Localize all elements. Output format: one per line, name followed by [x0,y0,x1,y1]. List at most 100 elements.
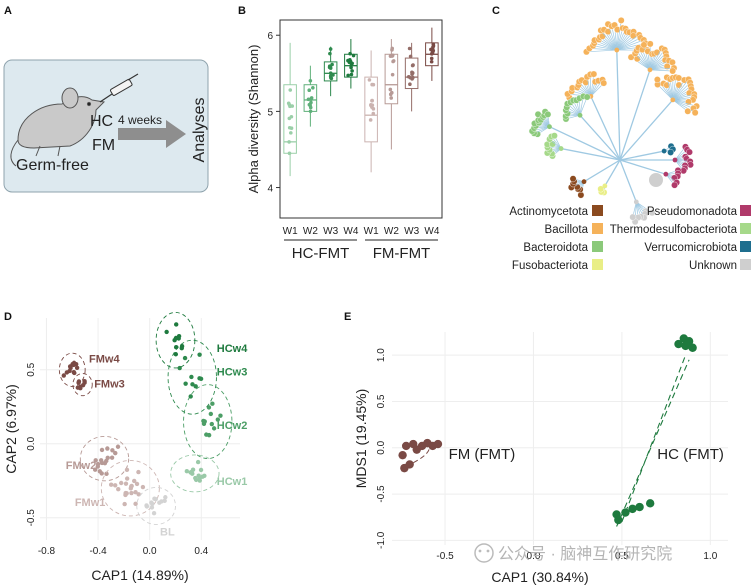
tree-leaf-node [663,63,671,70]
panel-e-scatter: -0.5 0.0 0.5 1.0 -1.0 -0.5 0.0 0.5 1.0 CAP1 (30.8… [353,332,728,585]
tree-leaf-branch [600,30,618,51]
data-point-hcw1 [188,470,193,475]
tree-branch [579,114,621,161]
data-point [388,92,393,97]
tree-branch [549,126,621,161]
data-point-fmw2 [104,471,109,477]
data-point [306,97,311,102]
data-point-fmw2 [99,447,105,453]
panel-a: HC FM 4 weeks Analyses Germ-free [3,59,209,193]
x-tick-label: W3 [404,226,419,237]
tree-node [558,146,564,151]
y-tick-label: 0.0 [26,436,37,450]
cluster-label-fmw2: FMw2 [66,460,97,472]
data-point-hcw2 [201,421,207,426]
cluster-ellipse-hcw2 [183,384,233,460]
tree-node [614,47,620,53]
x-tick-label: 0.0 [527,551,541,562]
tree-leaf-branch [589,74,592,97]
data-point-hcw2 [208,411,214,417]
panel-c-legend: Actinomycetota Bacillota Bacteroidota Fusob… [509,205,751,272]
y-tick-label: 0.0 [376,440,387,454]
y-tick-label: -0.5 [376,485,387,503]
x-tick-label: 0.5 [615,551,629,562]
tree-leaf-node [544,110,552,118]
x-tick-label: -0.8 [38,546,56,557]
data-point [429,56,434,61]
tree-branch [619,159,667,175]
tree-node [647,67,653,73]
data-point-hcw3 [183,381,188,386]
cluster-label-fmw4: FMw4 [89,353,120,365]
data-point-hcw1 [195,459,201,465]
data-point [408,54,413,59]
data-point-fmw3 [76,380,81,385]
x-axis-label: CAP1 (30.84%) [491,569,588,585]
group-label-hc: HC-FMT [292,245,349,262]
data-point [331,73,335,77]
x-tick-label: W4 [424,226,439,237]
wechat-icon [474,543,494,563]
data-point-fm [400,463,409,473]
tree-branch [604,159,621,187]
tree-leaf-branch [672,99,694,109]
data-point [329,75,333,80]
y-tick-label: 0.5 [26,362,37,376]
tree-leaf-branch [616,29,618,51]
data-point [346,73,350,78]
data-point-bl [144,504,150,509]
data-point-fmw1 [129,490,134,496]
data-point [328,47,333,51]
cluster-label-bl: BL [160,527,175,539]
tree-leaf-branch [643,44,651,70]
data-point-fmw1 [134,481,140,487]
data-point-hc [635,502,644,512]
data-point [289,131,293,135]
tree-leaf-branch [657,79,674,101]
hc-group-label: HC (FMT) [657,446,724,463]
y-axis-label: Alpha diversity (Shannon) [246,45,261,194]
analyses-label: Analyses [191,98,208,163]
data-point-fmw4 [61,373,66,378]
legend-swatch-fusobacteriota [592,259,603,270]
data-point [390,53,395,58]
data-point [429,59,434,64]
data-point-fmw1 [124,467,130,473]
data-point [290,104,295,108]
data-point-fmw1 [118,480,124,486]
hc-ellipse [616,354,690,527]
data-point [370,98,374,103]
data-point [348,51,352,56]
data-point [369,103,373,108]
data-point [371,82,376,87]
panel-b-boxplot: 4 5 6 Alpha diversity (Shannon) W1 W2 W3 W4 W1 W2… [246,19,443,262]
tree-leaf-branch [616,31,628,51]
y-tick-label: 0.5 [376,394,387,408]
data-point-hcw3 [182,355,188,361]
data-point-fmw2 [110,448,115,453]
legend-label-bacillota: Bacillota [545,224,589,236]
legend-label-bacteroidota: Bacteroidota [523,242,588,254]
cluster-ellipse-hcw4 [155,312,196,369]
tree-leaf-branch [657,84,674,101]
data-point [430,50,435,55]
data-point [351,53,356,58]
x-tick-label: W2 [303,226,318,237]
panel-d-scatter: -0.8 -0.4 0.0 0.4 -0.5 0.0 0.5 CAP1 (14.89%) CAP… [3,312,248,583]
data-point-fmw3 [80,382,86,388]
data-point-bl [153,496,158,502]
data-point-fm [433,439,443,449]
tree-leaf-branch [649,67,674,71]
tree-leaf-branch [590,74,595,97]
legend-label-verrucomicrobiota: Verrucomicrobiota [644,242,737,254]
data-point-fmw1 [132,478,137,484]
data-point-fmw2 [109,455,115,460]
data-point-fmw1 [136,492,141,497]
tree-leaf-branch [616,39,644,51]
data-point-fmw2 [95,461,101,467]
x-tick-label: -0.4 [89,546,107,557]
tree-leaf-branch [598,39,617,51]
data-point [407,46,412,51]
germ-free-label: Germ-free [16,157,89,174]
tree-node [547,124,552,130]
